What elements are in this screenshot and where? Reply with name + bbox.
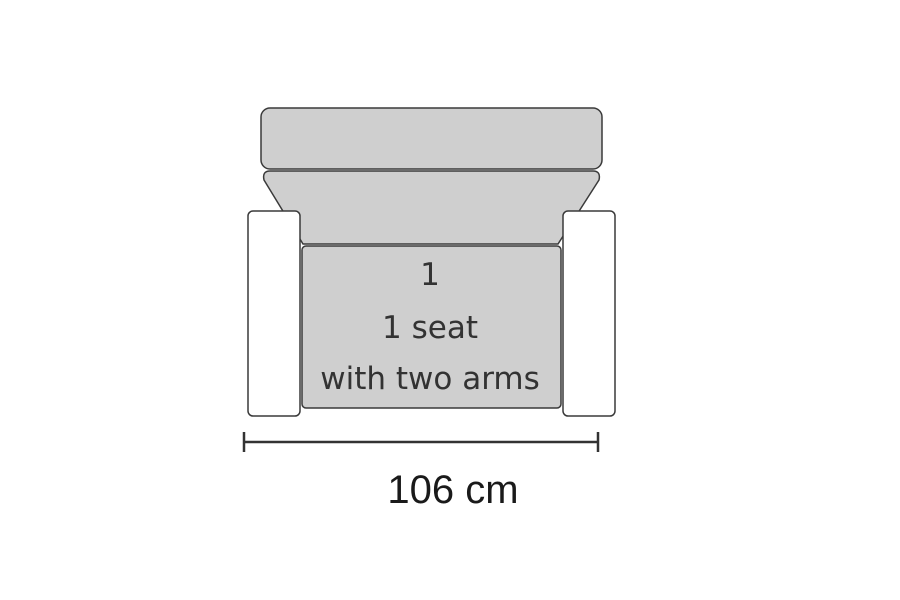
seat-cushion — [301, 245, 562, 409]
width-label: 106 cm — [387, 468, 518, 512]
back-cushion — [262, 170, 601, 245]
seat-number: 1 — [420, 257, 440, 293]
right-armrest — [562, 210, 616, 417]
left-armrest — [247, 210, 301, 417]
backrest — [260, 107, 603, 170]
seat-count-label: 1 seat — [382, 310, 478, 346]
seat-arms-label: with two arms — [320, 361, 540, 397]
width-dimension-line — [242, 432, 600, 452]
